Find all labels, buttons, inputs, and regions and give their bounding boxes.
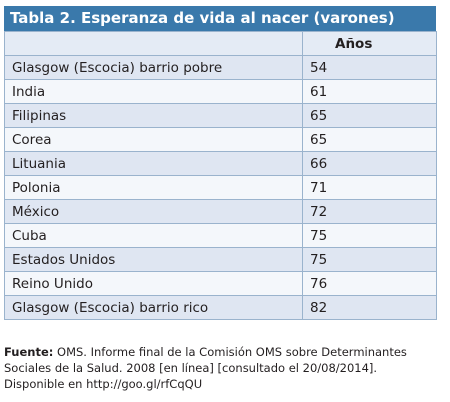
table-row: Corea 65 — [4, 127, 437, 152]
country-cell: India — [4, 79, 303, 104]
years-cell: 66 — [302, 151, 437, 176]
country-cell: Glasgow (Escocia) barrio pobre — [4, 55, 303, 80]
country-cell: Corea — [4, 127, 303, 152]
table-row: Glasgow (Escocia) barrio pobre 54 — [4, 55, 437, 80]
country-cell: Cuba — [4, 223, 303, 248]
table-row: Cuba 75 — [4, 223, 437, 248]
years-cell: 76 — [302, 271, 437, 296]
years-cell: 71 — [302, 175, 437, 200]
header-label-cell — [4, 31, 303, 56]
years-cell: 82 — [302, 295, 437, 320]
source-text: OMS. Informe final de la Comisión OMS so… — [4, 345, 407, 391]
country-cell: Reino Unido — [4, 271, 303, 296]
country-cell: Glasgow (Escocia) barrio rico — [4, 295, 303, 320]
years-cell: 61 — [302, 79, 437, 104]
years-cell: 65 — [302, 127, 437, 152]
table-row: Reino Unido 76 — [4, 271, 437, 296]
table-row: Filipinas 65 — [4, 103, 437, 128]
table-title: Tabla 2. Esperanza de vida al nacer (var… — [4, 6, 436, 31]
table-row: México 72 — [4, 199, 437, 224]
table-header-row: Años — [4, 31, 437, 56]
country-cell: Lituania — [4, 151, 303, 176]
table-row: Polonia 71 — [4, 175, 437, 200]
years-cell: 65 — [302, 103, 437, 128]
source-label: Fuente: — [4, 345, 54, 359]
table-row: Glasgow (Escocia) barrio rico 82 — [4, 295, 437, 320]
years-cell: 72 — [302, 199, 437, 224]
country-cell: Filipinas — [4, 103, 303, 128]
source-note: Fuente: OMS. Informe final de la Comisió… — [4, 344, 440, 392]
country-cell: Estados Unidos — [4, 247, 303, 272]
years-cell: 54 — [302, 55, 437, 80]
years-cell: 75 — [302, 247, 437, 272]
table-row: Estados Unidos 75 — [4, 247, 437, 272]
country-cell: México — [4, 199, 303, 224]
country-cell: Polonia — [4, 175, 303, 200]
years-cell: 75 — [302, 223, 437, 248]
table-row: India 61 — [4, 79, 437, 104]
life-expectancy-table: Años Glasgow (Escocia) barrio pobre 54 Ind… — [4, 31, 437, 320]
table-row: Lituania 66 — [4, 151, 437, 176]
header-years-cell: Años — [302, 31, 437, 56]
